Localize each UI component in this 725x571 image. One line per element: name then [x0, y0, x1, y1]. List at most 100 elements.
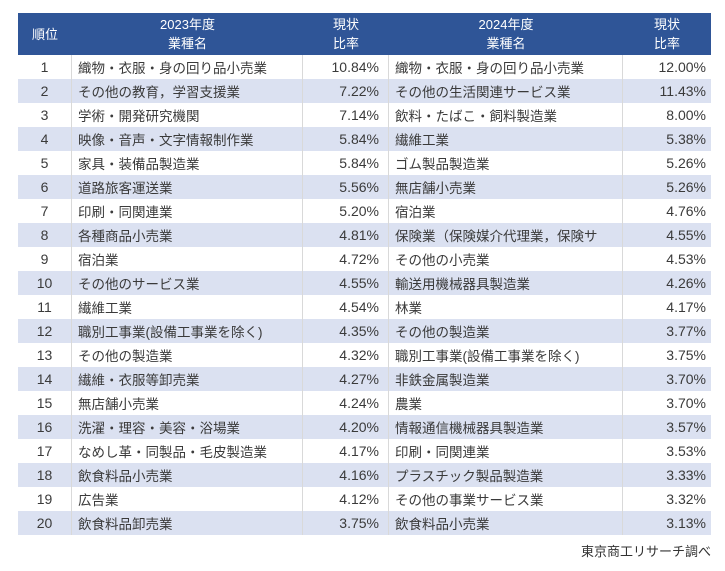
header-ratio-2023-line2: 比率 — [332, 36, 359, 51]
table-row: 11 繊維工業 4.54% 林業 4.17% — [18, 295, 711, 319]
ratio-2024-cell: 4.76% — [666, 203, 706, 219]
industry-2024-cell: プラスチック製品製造業 — [389, 463, 623, 487]
industry-2024-cell: その他の事業サービス業 — [389, 487, 623, 511]
table-row: 12 職別工事業(設備工事業を除く) 4.35% その他の製造業 3.77% — [18, 319, 711, 343]
ratio-2024-cell: 3.53% — [666, 443, 706, 459]
ratio-2023-cell: 4.32% — [303, 343, 389, 367]
ratio-2024-cell: 4.17% — [666, 299, 706, 315]
industry-2024-cell: 飲食料品小売業 — [389, 511, 623, 535]
header-industry-label-2024: 業種名 — [486, 36, 526, 51]
ratio-2023-cell: 4.27% — [303, 367, 389, 391]
ratio-2024-cell: 3.32% — [666, 491, 706, 507]
industry-2024-cell: 非鉄金属製造業 — [389, 367, 623, 391]
header-rank: 順位 — [18, 13, 72, 55]
industry-2023-cell: 広告業 — [72, 487, 303, 511]
ratio-2023-cell: 5.20% — [303, 199, 389, 223]
rank-cell: 12 — [18, 319, 72, 343]
ratio-2024-cell: 3.57% — [666, 419, 706, 435]
header-ratio-2024-line1: 現状 — [653, 17, 680, 32]
industry-2024-cell: 情報通信機械器具製造業 — [389, 415, 623, 439]
table-row: 16 洗濯・理容・美容・浴場業 4.20% 情報通信機械器具製造業 3.57% — [18, 415, 711, 439]
rank-cell: 20 — [18, 511, 72, 535]
industry-2024-cell: その他の製造業 — [389, 319, 623, 343]
rank-cell: 4 — [18, 127, 72, 151]
industry-2024-cell: 農業 — [389, 391, 623, 415]
rank-cell: 15 — [18, 391, 72, 415]
table-row: 4 映像・音声・文字情報制作業 5.84% 繊維工業 5.38% — [18, 127, 711, 151]
industry-2023-cell: なめし革・同製品・毛皮製造業 — [72, 439, 303, 463]
industry-2023-cell: 洗濯・理容・美容・浴場業 — [72, 415, 303, 439]
industry-2024-cell: 印刷・同関連業 — [389, 439, 623, 463]
table-row: 9 宿泊業 4.72% その他の小売業 4.53% — [18, 247, 711, 271]
rank-cell: 3 — [18, 103, 72, 127]
industry-2023-cell: 宿泊業 — [72, 247, 303, 271]
ratio-2023-cell: 4.12% — [303, 487, 389, 511]
industry-2023-cell: 飲食料品卸売業 — [72, 511, 303, 535]
rank-cell: 10 — [18, 271, 72, 295]
table-row: 8 各種商品小売業 4.81% 保険業（保険媒介代理業，保険サ 4.55% — [18, 223, 711, 247]
ratio-2023-cell: 4.20% — [303, 415, 389, 439]
industry-2024-cell: 織物・衣服・身の回り品小売業 — [389, 55, 623, 79]
table-row: 5 家具・装備品製造業 5.84% ゴム製品製造業 5.26% — [18, 151, 711, 175]
header-rank-label: 順位 — [31, 26, 58, 42]
ratio-2023-cell: 7.14% — [303, 103, 389, 127]
industry-2024-cell: 無店舗小売業 — [389, 175, 623, 199]
industry-2024-cell: 保険業（保険媒介代理業，保険サ — [389, 223, 623, 247]
table-row: 7 印刷・同関連業 5.20% 宿泊業 4.76% — [18, 199, 711, 223]
industry-2023-cell: 繊維工業 — [72, 295, 303, 319]
rank-cell: 6 — [18, 175, 72, 199]
ratio-2024-cell: 3.75% — [666, 347, 706, 363]
ratio-2023-cell: 4.24% — [303, 391, 389, 415]
ratio-2024-cell: 4.26% — [666, 275, 706, 291]
industry-2023-cell: 織物・衣服・身の回り品小売業 — [72, 55, 303, 79]
table-row: 19 広告業 4.12% その他の事業サービス業 3.32% — [18, 487, 711, 511]
table-row: 14 繊維・衣服等卸売業 4.27% 非鉄金属製造業 3.70% — [18, 367, 711, 391]
industry-2023-cell: 繊維・衣服等卸売業 — [72, 367, 303, 391]
header-ratio-2023-line1: 現状 — [332, 17, 359, 32]
rank-cell: 7 — [18, 199, 72, 223]
ratio-2023-cell: 5.56% — [303, 175, 389, 199]
industry-2024-cell: 林業 — [389, 295, 623, 319]
industry-2023-cell: その他の教育，学習支援業 — [72, 79, 303, 103]
ratio-2024-cell: 3.33% — [666, 467, 706, 483]
rank-cell: 19 — [18, 487, 72, 511]
table-row: 3 学術・開発研究機関 7.14% 飲料・たばこ・飼料製造業 8.00% — [18, 103, 711, 127]
ratio-2024-cell: 3.70% — [666, 371, 706, 387]
header-year-2024-label: 2024年度 — [478, 17, 534, 32]
industry-2023-cell: 職別工事業(設備工事業を除く) — [72, 319, 303, 343]
table-row: 1 織物・衣服・身の回り品小売業 10.84% 織物・衣服・身の回り品小売業 12.00… — [18, 55, 711, 79]
header-industry-label-2023: 業種名 — [167, 36, 207, 51]
industry-2023-cell: 各種商品小売業 — [72, 223, 303, 247]
ratio-2024-cell: 4.53% — [666, 251, 706, 267]
industry-2023-cell: その他のサービス業 — [72, 271, 303, 295]
ratio-2024-cell: 5.26% — [666, 155, 706, 171]
rank-cell: 9 — [18, 247, 72, 271]
industry-ranking-table: 順位 2023年度 業種名 現状 比率 2024年度 業種名 現状 比率 1 織物… — [18, 13, 711, 535]
ratio-2024-cell: 8.00% — [666, 107, 706, 123]
table-row: 10 その他のサービス業 4.55% 輸送用機械器具製造業 4.26% — [18, 271, 711, 295]
ratio-2024-cell: 5.26% — [666, 179, 706, 195]
ratio-2023-cell: 3.75% — [303, 511, 389, 535]
rank-cell: 16 — [18, 415, 72, 439]
table-row: 18 飲食料品小売業 4.16% プラスチック製品製造業 3.33% — [18, 463, 711, 487]
ratio-2024-cell: 3.13% — [666, 515, 706, 531]
rank-cell: 11 — [18, 295, 72, 319]
industry-2023-cell: 学術・開発研究機関 — [72, 103, 303, 127]
industry-2024-cell: 繊維工業 — [389, 127, 623, 151]
header-ratio-2023: 現状 比率 — [303, 13, 389, 55]
rank-cell: 13 — [18, 343, 72, 367]
table-row: 17 なめし革・同製品・毛皮製造業 4.17% 印刷・同関連業 3.53% — [18, 439, 711, 463]
industry-2023-cell: 映像・音声・文字情報制作業 — [72, 127, 303, 151]
ratio-2023-cell: 4.55% — [303, 271, 389, 295]
ratio-2023-cell: 7.22% — [303, 79, 389, 103]
rank-cell: 8 — [18, 223, 72, 247]
ratio-2024-cell: 3.70% — [666, 395, 706, 411]
rank-cell: 14 — [18, 367, 72, 391]
industry-2023-cell: その他の製造業 — [72, 343, 303, 367]
ratio-2024-cell: 4.55% — [666, 227, 706, 243]
industry-2024-cell: その他の生活関連サービス業 — [389, 79, 623, 103]
industry-2023-cell: 道路旅客運送業 — [72, 175, 303, 199]
table-body: 1 織物・衣服・身の回り品小売業 10.84% 織物・衣服・身の回り品小売業 12.00… — [18, 55, 711, 535]
ratio-2023-cell: 4.54% — [303, 295, 389, 319]
header-industry-2023: 2023年度 業種名 — [72, 13, 303, 55]
